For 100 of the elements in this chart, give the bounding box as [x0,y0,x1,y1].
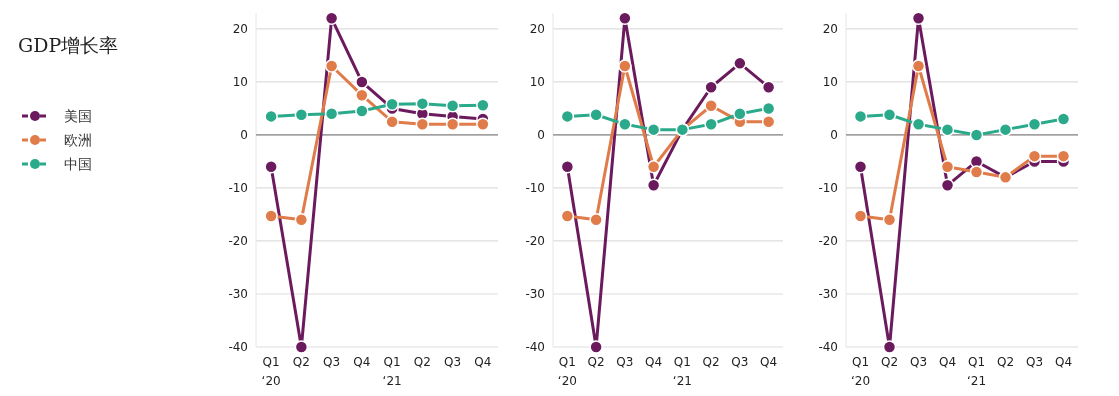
point [294,213,309,227]
point [415,117,430,132]
y-tick-label: -40 [228,340,248,355]
point [294,108,309,122]
x-tick-label: Q4 [1054,355,1073,370]
point [940,178,955,193]
y-tick-label: -30 [818,287,838,302]
x-tick-label: Q4 [938,355,957,370]
point [560,160,575,174]
point [853,209,868,223]
y-tick-label: -40 [525,340,545,355]
y-tick-label: 10 [529,75,545,90]
point [646,160,661,174]
y-tick-label: 10 [232,75,248,90]
point [445,117,460,132]
point [294,340,309,354]
point [589,340,603,354]
point [911,117,926,132]
point [853,160,868,174]
y-tick-label: -40 [818,340,838,355]
y-tick-label: 20 [822,22,838,37]
point [911,11,926,26]
point [646,178,661,193]
x-tick-label: Q3 [909,355,928,370]
y-tick-label: -30 [228,287,248,302]
x-tick-label: Q4 [645,355,663,370]
point [589,108,603,122]
point [355,104,369,118]
x-tick-label: Q3 [1025,355,1044,370]
y-tick-label: -20 [818,234,838,249]
point [264,209,278,223]
point [761,114,776,129]
point [618,117,632,132]
point [324,106,339,121]
x-tick-label: Q1 ‘20 [850,355,871,389]
point [1027,117,1042,132]
x-tick-label: Q1 ‘20 [261,355,281,389]
legend-label: 欧洲 [64,131,92,148]
x-tick-label: Q1 ‘20 [557,355,577,389]
x-tick-label: Q2 [292,355,310,370]
x-tick-label: Q1 ‘21 [672,355,692,389]
x-tick-label: Q2 [413,355,431,370]
text: GDP增长率 [18,34,119,56]
point [324,59,339,73]
point [704,99,718,113]
x-tick-label: Q3 [616,355,634,370]
point [704,117,718,132]
x-tick-label: Q4 [474,355,492,370]
y-tick-label: 0 [240,128,248,143]
y-tick-label: 0 [537,128,545,143]
point [264,109,278,124]
y-tick-label: -20 [228,234,248,249]
point [704,80,718,94]
y-tick-label: 10 [822,75,838,90]
point [355,75,369,89]
legend-label: 中国 [64,155,92,172]
point [560,109,575,124]
y-tick-label: 20 [232,22,248,37]
point [853,109,868,124]
y-tick-label: -10 [228,181,248,196]
point [324,11,339,26]
point [618,59,632,73]
legend-label: 美国 [64,107,92,124]
point [882,340,897,354]
y-tick-label: 20 [529,22,545,37]
point [911,59,926,73]
point [385,114,399,129]
point [560,209,575,223]
point [882,213,897,227]
x-tick-label: Q1 ‘21 [966,355,987,389]
point [969,128,984,142]
point [1056,149,1071,163]
point [646,122,661,137]
point [969,165,984,179]
x-tick-label: Q2 [587,355,605,370]
x-tick-label: Q2 [996,355,1015,370]
point [733,56,747,71]
y-tick-label: 0 [830,128,838,143]
point [476,98,490,112]
x-tick-label: Q3 [444,355,462,370]
x-tick-label: Q4 [353,355,371,370]
y-tick-label: -10 [525,181,545,196]
x-tick-label: Q4 [760,355,778,370]
point [264,160,278,174]
point [998,122,1013,137]
point [476,117,490,132]
point [618,11,632,26]
point [940,122,955,137]
x-tick-label: Q3 [731,355,749,370]
point [415,96,430,111]
y-tick-label: -30 [525,287,545,302]
point [385,97,399,111]
x-tick-label: Q2 [880,355,899,370]
point [940,160,955,174]
x-tick-label: Q3 [323,355,341,370]
point [761,101,776,116]
point [882,108,897,122]
x-tick-label: Q1 ‘21 [382,355,402,389]
point [355,88,369,102]
y-tick-label: -20 [525,234,545,249]
